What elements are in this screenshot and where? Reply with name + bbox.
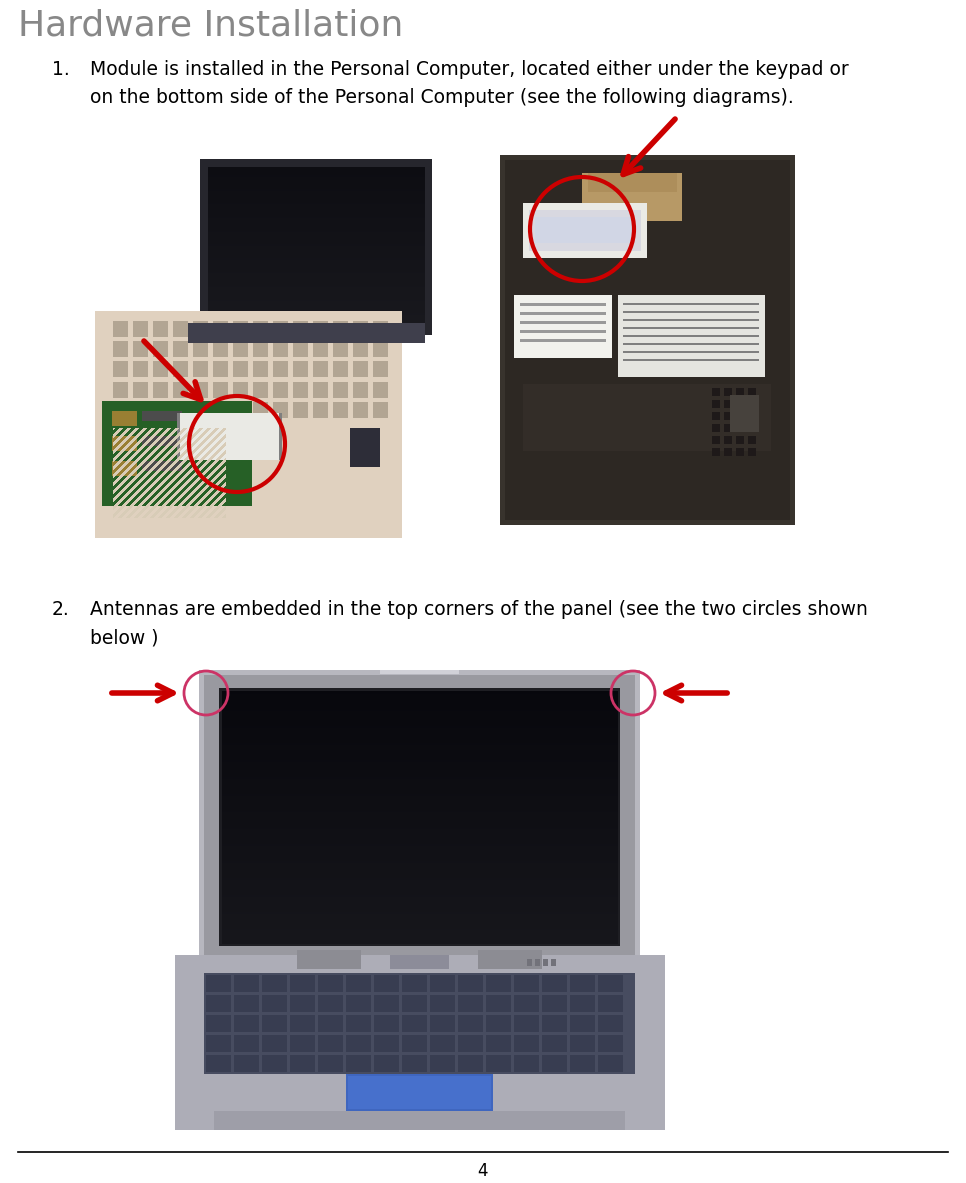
Text: 4: 4 [478, 1162, 488, 1179]
Text: Module is installed in the Personal Computer, located either under the keypad or: Module is installed in the Personal Comp… [90, 60, 849, 79]
Text: below ): below ) [90, 628, 158, 647]
Text: on the bottom side of the Personal Computer (see the following diagrams).: on the bottom side of the Personal Compu… [90, 88, 794, 106]
Text: Hardware Installation: Hardware Installation [18, 8, 404, 43]
Text: 1.: 1. [52, 60, 70, 79]
Text: Antennas are embedded in the top corners of the panel (see the two circles shown: Antennas are embedded in the top corners… [90, 600, 867, 619]
Text: 2.: 2. [52, 600, 70, 619]
